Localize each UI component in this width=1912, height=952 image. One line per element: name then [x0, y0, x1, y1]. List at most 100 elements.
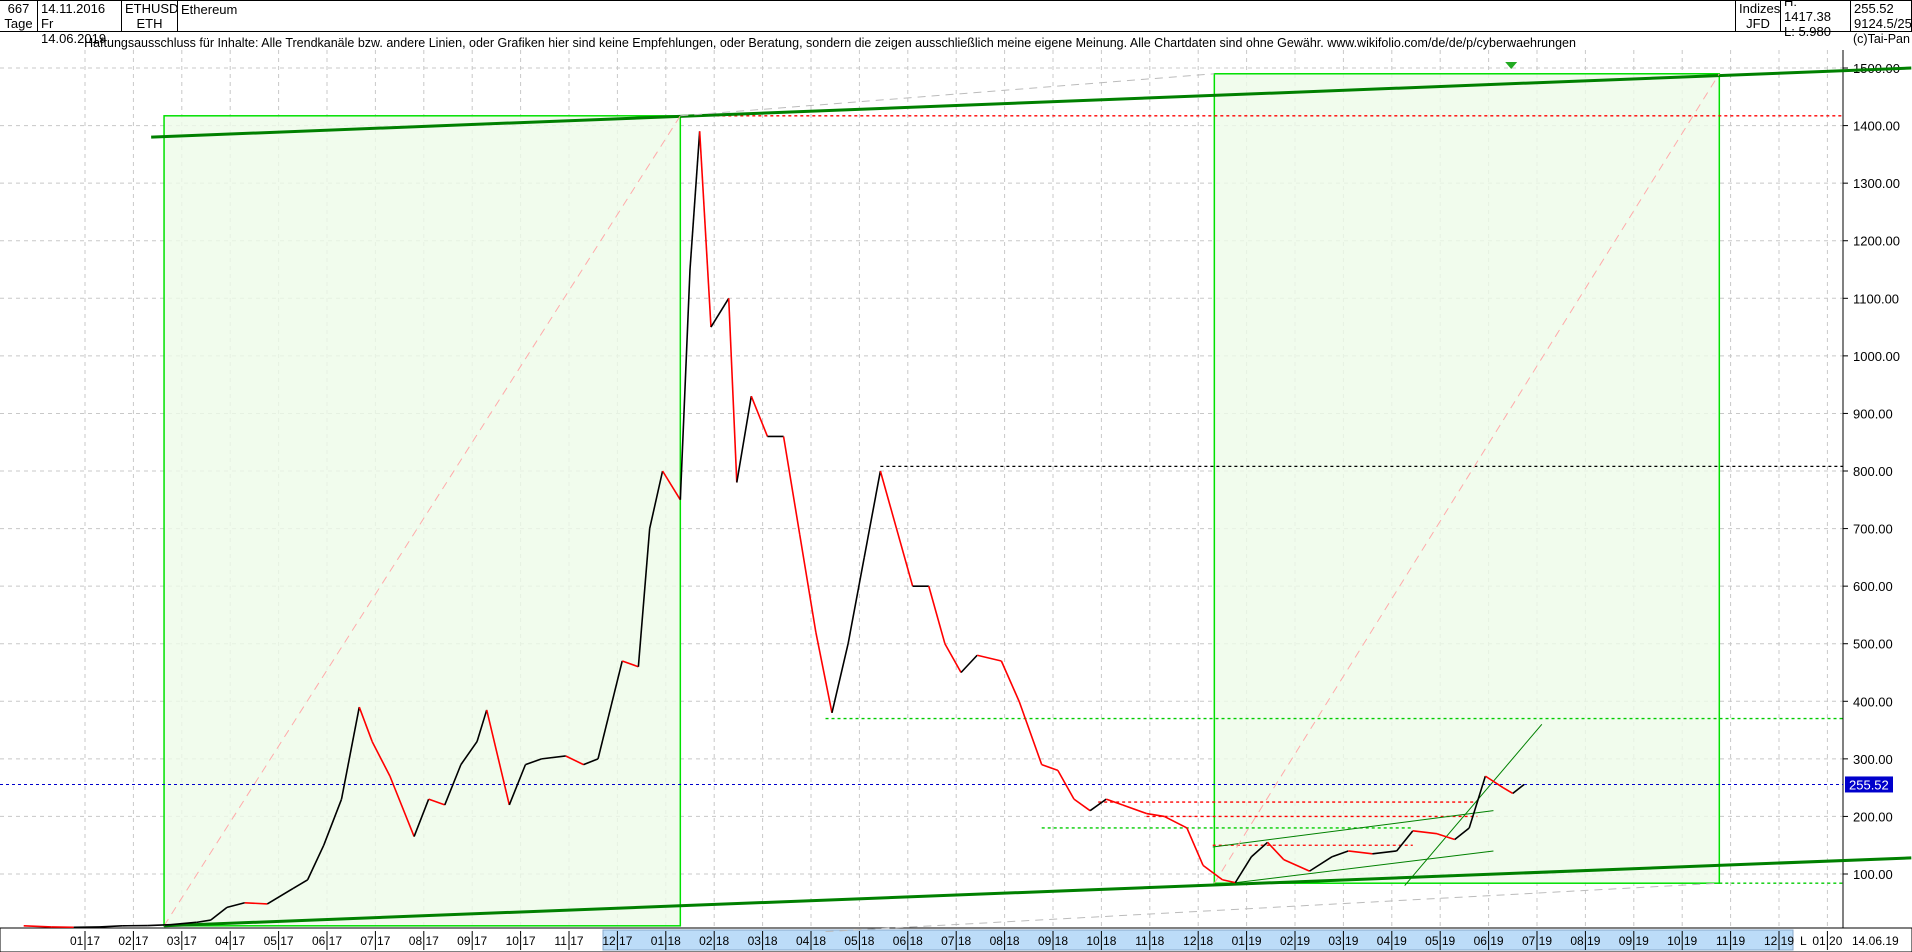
- price-segment: [1283, 858, 1310, 872]
- price-segment: [541, 755, 566, 760]
- price-segment: [637, 528, 651, 667]
- x-tick-label: 08 17: [409, 934, 439, 948]
- trend-line: [163, 115, 681, 927]
- x-tick-label: 01 19: [1232, 934, 1262, 948]
- price-segment: [798, 534, 817, 633]
- x-tick-label: 06 17: [312, 934, 342, 948]
- price-segment: [679, 269, 691, 500]
- price-segment: [23, 925, 52, 928]
- price-segment: [661, 470, 682, 501]
- x-tick-label: 09 19: [1619, 934, 1649, 948]
- price-segment: [597, 660, 624, 760]
- price-segment: [323, 798, 343, 846]
- price-segment: [1512, 783, 1525, 795]
- y-tick-label: 200.00: [1853, 809, 1893, 824]
- trend-line: [1212, 810, 1494, 848]
- price-segment: [340, 706, 361, 800]
- date-to[interactable]: Fr 14.06.2019: [41, 16, 107, 46]
- last-price-label: 255.52: [1849, 777, 1889, 792]
- y-tick-label: 1400.00: [1853, 119, 1900, 134]
- price-segment: [565, 755, 584, 766]
- x-tick-label: 02 19: [1280, 934, 1310, 948]
- price-segment: [710, 297, 730, 328]
- period-selector[interactable]: Tage: [4, 16, 33, 31]
- price-segment: [1454, 827, 1470, 841]
- x-tick-label: 10 19: [1667, 934, 1697, 948]
- price-segment: [1372, 850, 1397, 855]
- x-tick-label: 02 17: [118, 934, 148, 948]
- x-tick-label: 04 17: [215, 934, 245, 948]
- y-tick-label: 400.00: [1853, 694, 1893, 709]
- trend-line: [825, 882, 1720, 933]
- price-segment: [1057, 769, 1075, 800]
- x-tick-label: 11 17: [554, 934, 583, 948]
- price-segment: [1502, 786, 1514, 795]
- x-tick-label: 10 18: [1086, 934, 1116, 948]
- price-segment: [782, 436, 801, 535]
- price-segment: [1250, 841, 1269, 858]
- price-segment: [1105, 798, 1123, 806]
- price-segment: [879, 470, 898, 529]
- bars-selector[interactable]: 667 Tage: [0, 0, 38, 32]
- price-segment: [689, 131, 701, 270]
- price-segment: [99, 925, 123, 928]
- price-segment: [1186, 827, 1204, 866]
- x-tick-label: 12 18: [1183, 934, 1213, 948]
- price-segment: [460, 741, 478, 766]
- trend-line: [1404, 723, 1543, 886]
- y-tick-label: 700.00: [1853, 522, 1893, 537]
- exchange: JFD: [1746, 16, 1770, 31]
- disclaimer: Haftungsausschluss für Inhalte: Alle Tre…: [84, 36, 1576, 50]
- symbol-short: ETH: [136, 16, 163, 31]
- x-tick-label: 03 17: [167, 934, 197, 948]
- x-tick-label: 08 18: [990, 934, 1020, 948]
- price-segment: [976, 654, 1002, 662]
- y-tick-label: 600.00: [1853, 579, 1893, 594]
- price-segment: [485, 709, 511, 806]
- x-tick-label: 11 19: [1716, 934, 1745, 948]
- index-label: Indizes: [1739, 1, 1781, 16]
- x-tick-label: 10 17: [506, 934, 536, 948]
- price-segment: [525, 758, 542, 766]
- symbol-box: ETHUSD ETH: [122, 0, 178, 32]
- x-tick-label: 03 18: [748, 934, 778, 948]
- price-segment: [698, 131, 712, 328]
- x-end-flag: L: [1800, 934, 1807, 948]
- last-price-badge: [1845, 776, 1893, 793]
- x-tick-label: 07 18: [941, 934, 971, 948]
- price-segment: [306, 844, 325, 881]
- price-segment: [621, 660, 639, 668]
- x-tick-label: 05 17: [264, 934, 294, 948]
- symbol: ETHUSD: [125, 1, 179, 16]
- trend-line: [163, 856, 1912, 928]
- y-tick-label: 1200.00: [1853, 234, 1900, 249]
- x-tick-label: 01 18: [651, 934, 681, 948]
- date-from[interactable]: Mo 14.11.2016: [41, 0, 106, 16]
- y-tick-label: 900.00: [1853, 406, 1893, 421]
- y-tick-label: 1000.00: [1853, 349, 1900, 364]
- last-value: 255.52: [1854, 1, 1894, 16]
- y-tick-label: 1100.00: [1853, 291, 1899, 306]
- price-segment: [944, 643, 962, 673]
- price-segment: [292, 879, 309, 890]
- x-tick-label: 06 18: [893, 934, 923, 948]
- x-tick-label: 11 18: [1135, 934, 1164, 948]
- price-segment: [508, 764, 527, 806]
- price-segment: [1331, 850, 1349, 858]
- price-segment: [1146, 812, 1165, 818]
- marker-triangle-icon: [1505, 62, 1518, 69]
- x-tick-label: 05 19: [1425, 934, 1455, 948]
- y-tick-label: 100.00: [1853, 867, 1893, 882]
- high-low-box: H: 1417.38 L: 5.980: [1781, 0, 1851, 39]
- x-tick-label: 08 19: [1570, 934, 1600, 948]
- price-segment: [928, 585, 946, 644]
- price-segment: [1436, 832, 1455, 841]
- price-segment: [244, 901, 268, 905]
- x-tick-label: 04 18: [796, 934, 826, 948]
- price-segment: [428, 798, 446, 806]
- price-segment: [147, 923, 171, 927]
- price-segment: [1041, 763, 1059, 772]
- x-tick-label: 05 18: [844, 934, 874, 948]
